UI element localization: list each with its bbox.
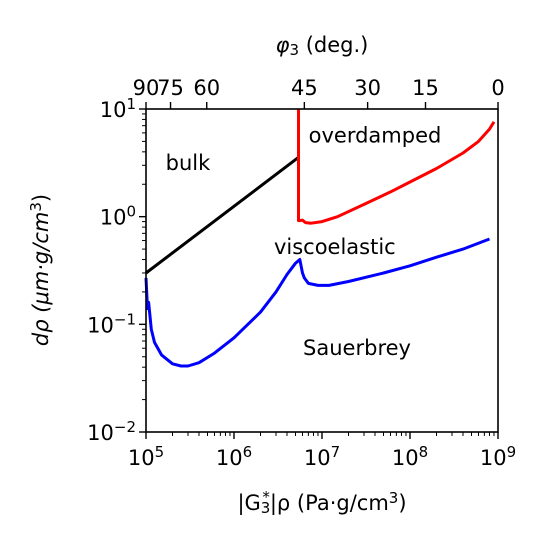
top-tick-label: 30 [354, 76, 381, 100]
top-tick-label: 15 [412, 76, 439, 100]
y-axis-label: dρ (μm·g/cm3) [27, 194, 54, 346]
x-tick-label: 108 [392, 443, 428, 470]
region-label: Sauerbrey [303, 336, 411, 360]
series-layer [144, 109, 496, 368]
axis-layer [139, 102, 499, 439]
top-axis-label: φ3 (deg.) [276, 33, 369, 59]
y-tick-label: 100 [100, 202, 136, 229]
series-line-bulk-line [145, 155, 301, 275]
top-tick-label: 0 [491, 76, 504, 100]
region-label: overdamped [309, 123, 442, 147]
x-tick-label: 106 [216, 443, 252, 470]
top-tick-label: 75 [157, 76, 184, 100]
top-tick-label: 45 [291, 76, 318, 100]
region-label: bulk [166, 151, 211, 175]
top-tick-label: 90 [133, 76, 160, 100]
y-tick-label: 101 [100, 95, 136, 122]
top-tick-label: 60 [193, 76, 220, 100]
x-tick-label: 109 [480, 443, 516, 470]
x-axis-label: |G3*|ρ (Pa·g/cm3) [237, 488, 406, 518]
x-tick-label: 107 [304, 443, 340, 470]
series-line-sauerbrey-line [144, 237, 491, 368]
x-tick-label: 105 [128, 443, 164, 470]
region-label: viscoelastic [274, 235, 396, 259]
series-line-overdamped-line [297, 109, 496, 225]
y-tick-label: 10−2 [87, 418, 136, 445]
y-tick-label: 10−1 [87, 310, 136, 337]
